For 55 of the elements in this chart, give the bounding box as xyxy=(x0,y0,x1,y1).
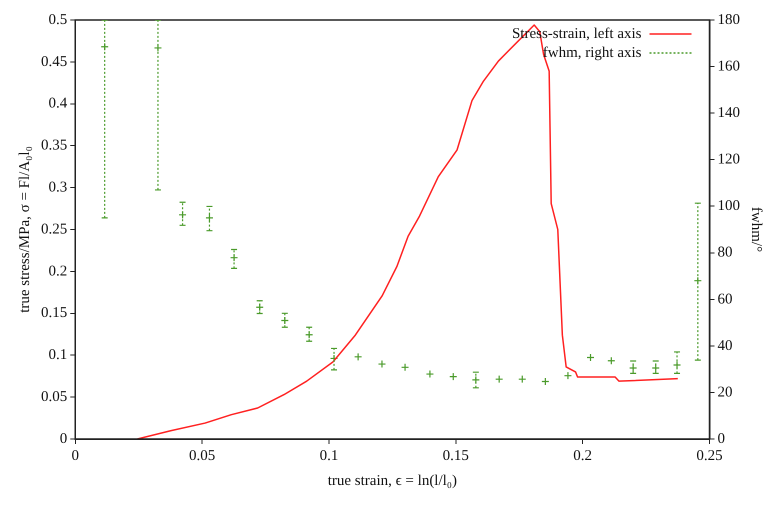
y-tick-label: 0.45 xyxy=(41,54,68,70)
point xyxy=(305,330,314,339)
y-tick-label: 0.35 xyxy=(41,138,68,154)
x-tick-label: 0.25 xyxy=(696,448,723,464)
y2-tick-label: 80 xyxy=(718,244,732,261)
y-tick-label: 0.15 xyxy=(41,305,68,322)
y2-tick-label: 0 xyxy=(718,430,725,447)
point xyxy=(652,364,660,372)
y2-tick-label: 100 xyxy=(718,198,740,214)
x-tick-label: 0.2 xyxy=(573,448,592,464)
y-tick-label: 0.4 xyxy=(48,96,68,112)
x-axis-title: true strain, ϵ = ln(l/l₀) xyxy=(328,472,458,489)
y-tick-label: 0 xyxy=(60,430,68,447)
point xyxy=(672,360,682,370)
y2-tick-label: 160 xyxy=(718,58,740,74)
y-axis-title: true stress/MPa, σ = Fl/A₀l₀ xyxy=(16,146,33,313)
point xyxy=(518,375,526,384)
x-tick-label: 0.1 xyxy=(320,448,338,464)
point xyxy=(495,375,504,384)
point xyxy=(154,44,162,52)
point xyxy=(426,370,434,378)
point xyxy=(586,353,595,362)
y2-tick-label: 60 xyxy=(718,291,732,308)
x-tick-label: 0 xyxy=(72,448,79,464)
point xyxy=(694,276,702,285)
y2-axis-title: fwhm/° xyxy=(748,206,764,252)
y2-tick-label: 140 xyxy=(718,105,740,122)
point xyxy=(400,363,410,372)
point xyxy=(541,377,550,386)
point xyxy=(205,214,214,222)
point xyxy=(472,376,480,384)
y2-tick-label: 180 xyxy=(718,12,740,28)
point xyxy=(378,360,386,368)
y-tick-label: 0.25 xyxy=(41,221,68,238)
point xyxy=(256,303,264,312)
point xyxy=(330,354,338,363)
y2-tick-label: 120 xyxy=(718,152,740,168)
y-tick-label: 0.1 xyxy=(48,347,68,364)
point xyxy=(354,352,362,361)
point xyxy=(564,372,572,380)
point xyxy=(280,316,289,325)
point xyxy=(178,210,187,219)
y-tick-label: 0.2 xyxy=(48,263,68,280)
y-tick-label: 0.3 xyxy=(48,180,68,196)
point xyxy=(100,42,109,51)
point xyxy=(230,254,238,262)
x-tick-label: 0.05 xyxy=(188,448,216,464)
point xyxy=(449,372,458,381)
y-tick-label: 0.05 xyxy=(41,389,68,406)
point xyxy=(629,364,638,372)
y-tick-label: 0.5 xyxy=(48,12,68,28)
y2-tick-label: 40 xyxy=(718,338,732,354)
x-tick-label: 0.15 xyxy=(442,448,469,464)
point xyxy=(607,356,616,365)
y2-tick-label: 20 xyxy=(718,384,732,400)
